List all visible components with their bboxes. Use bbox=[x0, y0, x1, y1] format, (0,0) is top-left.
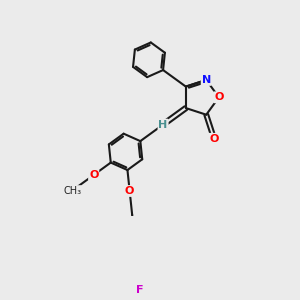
Text: O: O bbox=[89, 170, 98, 180]
Text: O: O bbox=[214, 92, 224, 102]
Text: O: O bbox=[209, 134, 219, 144]
Text: O: O bbox=[125, 186, 134, 196]
Text: CH₃: CH₃ bbox=[63, 186, 81, 196]
Text: H: H bbox=[158, 120, 168, 130]
Text: F: F bbox=[136, 285, 144, 295]
Text: N: N bbox=[202, 75, 211, 85]
